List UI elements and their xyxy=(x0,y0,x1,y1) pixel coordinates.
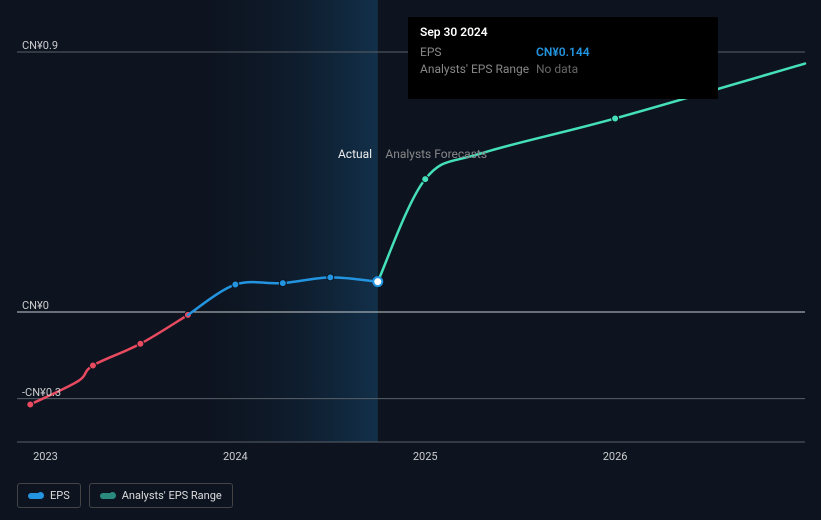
legend-label: EPS xyxy=(50,489,70,502)
tooltip-value: CN¥0.144 xyxy=(536,45,590,59)
region-label-actual: Actual xyxy=(338,147,372,161)
legend-marker xyxy=(28,493,42,499)
x-axis-tick-label: 2026 xyxy=(603,450,628,463)
x-axis-tick-label: 2025 xyxy=(413,450,438,463)
tooltip-row-range: Analysts' EPS Range No data xyxy=(420,62,706,76)
chart-legend: EPS Analysts' EPS Range xyxy=(17,483,233,508)
tooltip-label: EPS xyxy=(420,45,536,59)
tooltip-date: Sep 30 2024 xyxy=(420,25,706,39)
legend-item-eps[interactable]: EPS xyxy=(17,483,81,508)
legend-marker xyxy=(100,493,114,499)
y-axis-tick-label: -CN¥0.3 xyxy=(22,386,61,399)
legend-item-range[interactable]: Analysts' EPS Range xyxy=(89,483,233,508)
chart-tooltip: Sep 30 2024 EPS CN¥0.144 Analysts' EPS R… xyxy=(408,17,718,99)
y-axis-tick-label: CN¥0 xyxy=(22,299,49,312)
x-axis-tick-label: 2024 xyxy=(223,450,248,463)
y-axis-tick-label: CN¥0.9 xyxy=(22,39,58,52)
x-axis-tick-label: 2023 xyxy=(33,450,58,463)
tooltip-row-eps: EPS CN¥0.144 xyxy=(420,45,706,59)
legend-label: Analysts' EPS Range xyxy=(122,489,222,502)
region-label-forecast: Analysts Forecasts xyxy=(385,147,487,161)
tooltip-label: Analysts' EPS Range xyxy=(420,62,536,76)
tooltip-value: No data xyxy=(536,62,578,76)
